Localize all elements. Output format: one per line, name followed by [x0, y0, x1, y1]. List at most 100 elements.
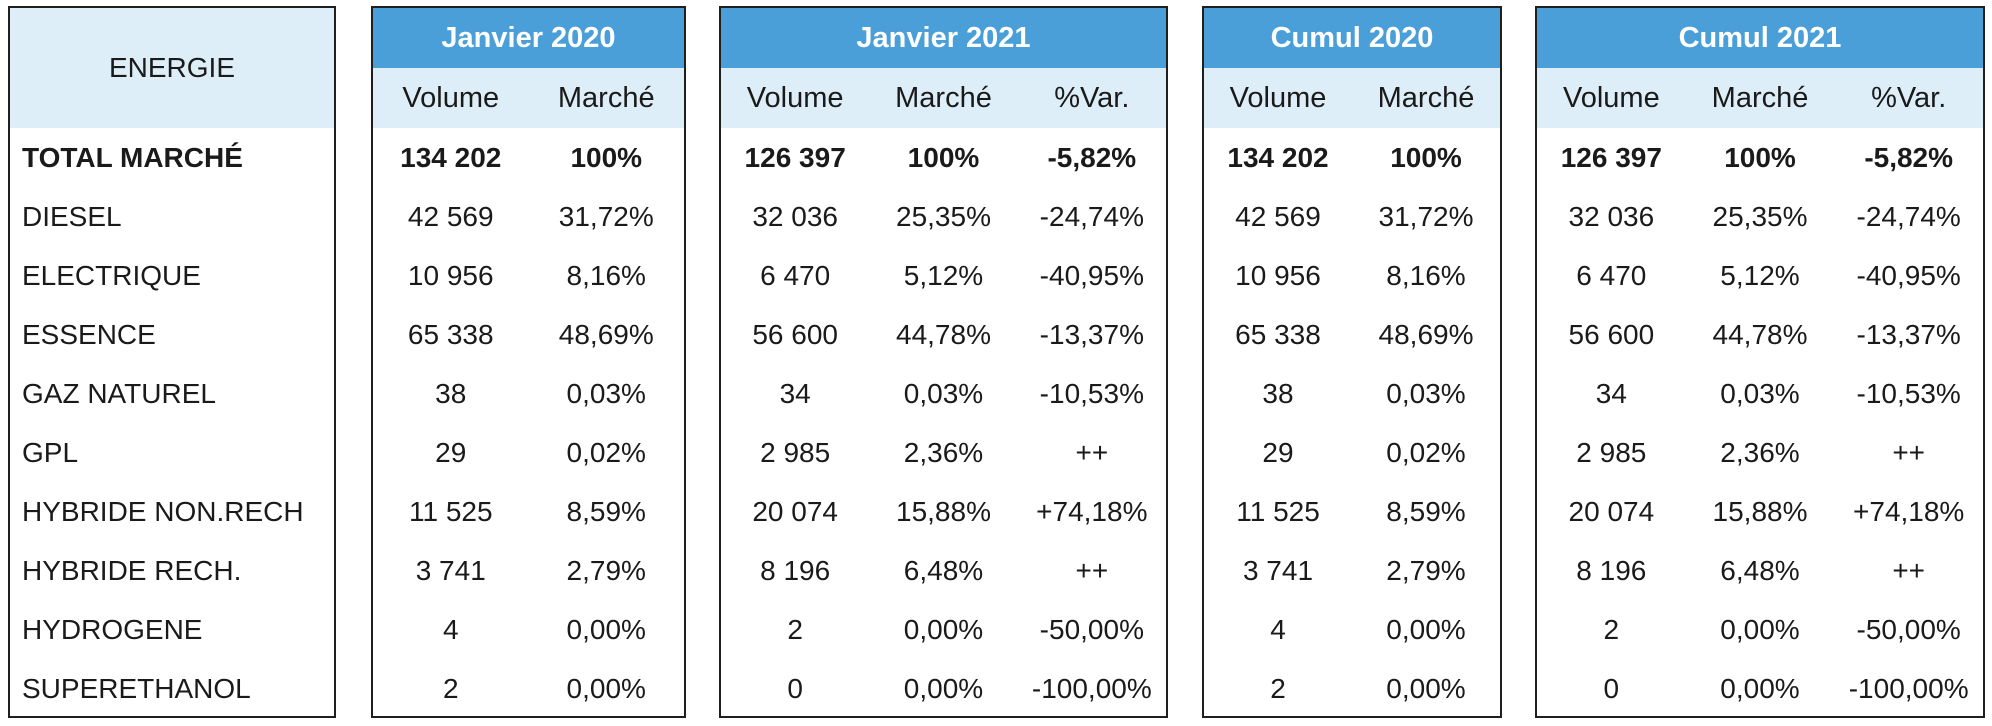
block-title: Cumul 2021 [1537, 8, 1983, 68]
table-cell: 2 985 [760, 436, 831, 468]
table-row: 0 0,00% -100,00% [1537, 659, 1983, 718]
table-cell: 0,00% [903, 672, 984, 704]
table-cell: 6,48% [903, 554, 984, 586]
table-cell: 15,88% [1712, 495, 1808, 527]
energy-header: ENERGIE [10, 8, 334, 128]
table-row: 11 525 8,59% [1204, 482, 1500, 541]
table-cell: ++ [1892, 554, 1926, 586]
table-row: 4 0,00% [1204, 600, 1500, 659]
table-cell: 5,12% [903, 259, 984, 291]
table-row: 29 0,02% [373, 423, 684, 482]
table-row: 2 0,00% [373, 659, 684, 718]
table-cell: 11 525 [408, 495, 493, 527]
table-cell: 38 [1262, 377, 1294, 409]
table-cell: 34 [779, 377, 811, 409]
table-cell: 31,72% [558, 200, 654, 232]
table-block: Janvier 2020 Volume Marché 134 202 100% 42 56… [371, 6, 686, 718]
column-header: Marché [557, 81, 655, 114]
table-row: 34 0,03% -10,53% [721, 364, 1166, 423]
row-label: DIESEL [22, 200, 122, 232]
table-cell: 48,69% [1378, 318, 1474, 350]
table-block: Cumul 2021 Volume Marché %Var. 126 397 100% -5… [1535, 6, 1985, 718]
table-cell: 8 196 [1576, 554, 1647, 586]
column-header: Marché [895, 81, 992, 114]
table-cell: 8 196 [760, 554, 831, 586]
table-cell: 8,59% [566, 495, 646, 527]
table-cell: 32 036 [1568, 200, 1655, 232]
row-label: SUPERETHANOL [22, 672, 251, 704]
column-header: Volume [402, 81, 500, 114]
table-cell: 44,78% [896, 318, 991, 350]
table-cell: 42 569 [407, 200, 494, 232]
table-cell: 0,03% [1720, 377, 1800, 409]
table-cell: 8,59% [1386, 495, 1466, 527]
row-label: HYBRIDE NON.RECH [22, 495, 304, 527]
table-cell: -50,00% [1039, 613, 1144, 645]
table-cell: 3 741 [1242, 554, 1314, 586]
table-cell: 2,36% [903, 436, 984, 468]
column-headers: Volume Marché %Var. [721, 68, 1166, 128]
table-cell: ++ [1075, 554, 1109, 586]
table-block: Cumul 2020 Volume Marché 134 202 100% 42 569 3… [1202, 6, 1502, 718]
table-cell: 8,16% [566, 259, 646, 291]
table-cell: 100% [907, 141, 980, 173]
table-row: 38 0,03% [1204, 364, 1500, 423]
table-row: 8 196 6,48% ++ [721, 541, 1166, 600]
row-label: ELECTRIQUE [22, 259, 201, 291]
table-cell: 65 338 [1235, 318, 1321, 350]
table-cell: 25,35% [896, 200, 991, 232]
table-cell: 0,00% [566, 613, 646, 645]
block-title: Cumul 2020 [1204, 8, 1500, 68]
table-cell: ++ [1075, 436, 1109, 468]
table-cell: 3 741 [415, 554, 486, 586]
table-cell: 2,79% [1386, 554, 1466, 586]
table-cell: 29 [435, 436, 467, 468]
table-row: 65 338 48,69% [373, 305, 684, 364]
table-row: 0 0,00% -100,00% [721, 659, 1166, 718]
table-cell: 48,69% [558, 318, 654, 350]
table-cell: 0 [787, 672, 803, 704]
table-cell: -5,82% [1047, 141, 1137, 173]
column-headers: Volume Marché [373, 68, 684, 128]
table-cell: 65 338 [407, 318, 494, 350]
table-cell: 134 202 [1227, 141, 1329, 173]
table-row: 32 036 25,35% -24,74% [721, 187, 1166, 246]
table-cell: 31,72% [1378, 200, 1474, 232]
table-cell: 0,00% [903, 613, 984, 645]
table-row: 32 036 25,35% -24,74% [1537, 187, 1983, 246]
table-cell: 0,00% [1720, 672, 1800, 704]
table-cell: 0,02% [1386, 436, 1466, 468]
table-row: 42 569 31,72% [373, 187, 684, 246]
table-cell: -10,53% [1856, 377, 1961, 409]
row-label: GPL [22, 436, 79, 468]
table-row: 126 397 100% -5,82% [721, 128, 1166, 187]
table-cell: 10 956 [1235, 259, 1321, 291]
table-cell: -13,37% [1039, 318, 1144, 350]
table-row: 56 600 44,78% -13,37% [1537, 305, 1983, 364]
table-row: 126 397 100% -5,82% [1537, 128, 1983, 187]
table-cell: 42 569 [1235, 200, 1321, 232]
table-row: 10 956 8,16% [373, 246, 684, 305]
table-row: 20 074 15,88% +74,18% [1537, 482, 1983, 541]
table-cell: 29 [1262, 436, 1294, 468]
table-block: Janvier 2021 Volume Marché %Var. 126 397 100%… [719, 6, 1168, 718]
table-cell: 0,00% [566, 672, 646, 704]
table-row: 2 0,00% -50,00% [1537, 600, 1983, 659]
column-header: %Var. [1871, 81, 1947, 114]
block-title: Janvier 2021 [721, 8, 1166, 68]
table-cell: 34 [1595, 377, 1627, 409]
column-headers: Volume Marché [1204, 68, 1500, 128]
table-row: 2 985 2,36% ++ [721, 423, 1166, 482]
table-cell: +74,18% [1036, 495, 1148, 527]
block-title: Janvier 2020 [373, 8, 684, 68]
row-label: ESSENCE [22, 318, 156, 350]
table-cell: 6,48% [1720, 554, 1800, 586]
column-header: Volume [746, 81, 844, 114]
column-header: Marché [1711, 81, 1809, 114]
table-cell: 100% [570, 141, 643, 173]
column-header: Volume [1229, 81, 1327, 114]
row-label: HYDROGENE [22, 613, 203, 645]
table-cell: -40,95% [1039, 259, 1144, 291]
table-cell: 2 [442, 672, 459, 704]
table-cell: 5,12% [1720, 259, 1800, 291]
